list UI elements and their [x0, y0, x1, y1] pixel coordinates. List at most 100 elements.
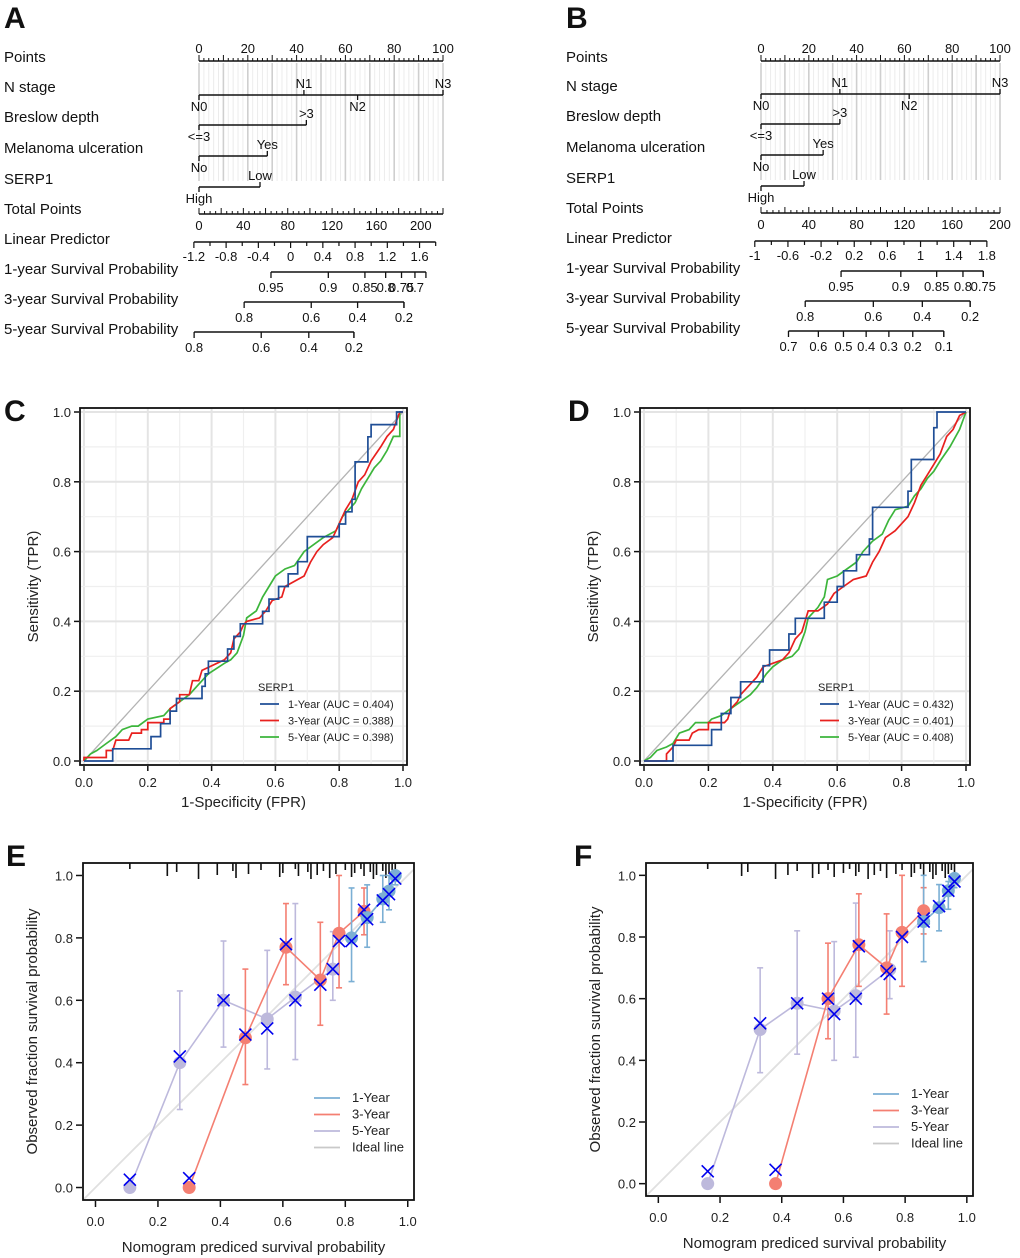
- calibration-plot-f: 0.0 0.2 0.4 0.6 0.8 1.0 0.0 0.2 0.4 0.6 0.8 1.0 Nomo…: [587, 862, 976, 1252]
- row-label: Breslow depth: [566, 108, 661, 125]
- calibration-point: [701, 1177, 715, 1191]
- factor-level-label: Yes: [257, 137, 279, 152]
- probability-tick-label: 0.2: [395, 310, 413, 325]
- x-tick-label: 0.0: [86, 1214, 104, 1229]
- probability-tick-label: 0.4: [349, 310, 367, 325]
- calibration-point: [852, 938, 866, 952]
- legend-label: 1-Year (AUC = 0.404): [288, 699, 394, 711]
- y-axis-title: Observed fraction survival probability: [24, 908, 41, 1154]
- row-label: Melanoma ulceration: [4, 140, 143, 157]
- legend-label: Ideal line: [911, 1136, 963, 1151]
- y-tick-label: 0.4: [613, 614, 631, 629]
- panel-label-e: E: [6, 840, 27, 873]
- x-tick-label: 0.6: [266, 775, 284, 790]
- calibration-point: [388, 868, 402, 882]
- probability-tick-label: 0.75: [971, 279, 996, 294]
- factor-level-label: High: [186, 191, 213, 206]
- legend-label: 5-Year: [911, 1119, 949, 1134]
- panel-label-c: C: [4, 395, 26, 428]
- row-label: Points: [4, 49, 46, 66]
- factor-level-label: N1: [296, 76, 313, 91]
- x-tick-label: 0.0: [635, 775, 653, 790]
- factor-level-label: N0: [753, 98, 770, 113]
- probability-tick-label: 0.95: [828, 279, 853, 294]
- bias-corrected-cross: [313, 978, 327, 992]
- row-label: Linear Predictor: [566, 230, 672, 247]
- probability-tick-label: 0.2: [904, 339, 922, 354]
- x-axis-title: Nomogram prediced survival probability: [122, 1239, 386, 1256]
- probability-tick-label: 0.7: [406, 280, 424, 295]
- calibration-line: [129, 968, 334, 1188]
- row-label: 5-year Survival Probability: [4, 321, 179, 338]
- linear-predictor-tick-label: -1.2: [183, 249, 205, 264]
- total-points-tick-label: 0: [757, 217, 764, 232]
- nomogram-b: Points 0 20 40 60 80 100 N stage N0 N1 N2 N3 Breslow…: [566, 41, 1011, 354]
- x-tick-label: 0.2: [139, 775, 157, 790]
- y-tick-label: 1.0: [613, 405, 631, 420]
- legend-label: 1-Year: [352, 1090, 390, 1105]
- y-tick-label: 0.6: [55, 993, 73, 1008]
- x-tick-label: 0.6: [834, 1210, 852, 1225]
- linear-predictor-tick-label: 0.2: [845, 248, 863, 263]
- legend-label: 1-Year: [911, 1086, 949, 1101]
- x-tick-label: 0.2: [711, 1210, 729, 1225]
- legend-label: 3-Year (AUC = 0.401): [848, 716, 954, 728]
- legend-label: 5-Year: [352, 1123, 390, 1138]
- x-tick-label: 1.0: [394, 775, 412, 790]
- bias-corrected-cross: [821, 992, 835, 1006]
- calibration-point: [932, 901, 946, 915]
- factor-level-label: Low: [792, 167, 816, 182]
- calibration-point: [332, 926, 346, 940]
- linear-predictor-tick-label: 1.2: [378, 249, 396, 264]
- row-label: Linear Predictor: [4, 231, 110, 248]
- roc-curve-3-year: [644, 411, 967, 762]
- panel-label-d: D: [568, 395, 590, 428]
- linear-predictor-tick-label: 0.6: [878, 248, 896, 263]
- probability-tick-label: 0.6: [864, 309, 882, 324]
- bias-corrected-cross: [123, 1173, 137, 1187]
- linear-predictor-tick-label: -0.2: [810, 248, 832, 263]
- row-label: SERP1: [566, 170, 615, 187]
- row-label: N stage: [4, 79, 56, 96]
- calibration-point: [123, 1181, 137, 1195]
- panel-label-f: F: [574, 840, 593, 873]
- factor-level-label: >3: [832, 105, 847, 120]
- legend-label: Ideal line: [352, 1140, 404, 1155]
- legend-label: 5-Year (AUC = 0.398): [288, 732, 394, 744]
- calibration-point: [173, 1056, 187, 1070]
- calibration-point: [313, 973, 327, 987]
- points-tick-label: 20: [241, 41, 255, 56]
- probability-tick-label: 0.8: [185, 340, 203, 355]
- bias-corrected-cross: [917, 915, 931, 929]
- factor-level-label: N2: [901, 98, 918, 113]
- roc-curve-5-year: [643, 411, 967, 762]
- probability-tick-label: 0.6: [252, 340, 270, 355]
- probability-tick-label: 0.8: [796, 309, 814, 324]
- points-tick-label: 80: [945, 41, 959, 56]
- y-axis-title: Observed fraction survival probability: [587, 906, 604, 1152]
- bias-corrected-cross: [753, 1016, 767, 1030]
- row-label: 5-year Survival Probability: [566, 320, 741, 337]
- linear-predictor-tick-label: -0.4: [247, 249, 269, 264]
- total-points-tick-label: 80: [849, 217, 863, 232]
- x-tick-label: 1.0: [958, 1210, 976, 1225]
- calibration-point: [880, 961, 894, 975]
- legend-label: 5-Year (AUC = 0.408): [848, 732, 954, 744]
- bias-corrected-cross: [849, 992, 863, 1006]
- x-tick-label: 0.6: [274, 1214, 292, 1229]
- linear-predictor-tick-label: -0.6: [777, 248, 799, 263]
- y-tick-label: 0.2: [53, 684, 71, 699]
- total-points-tick-label: 200: [410, 218, 432, 233]
- probability-tick-label: 0.6: [302, 310, 320, 325]
- nomogram-a: Points 0 20 40 60 80 100 N stage N0 N1 N2 N3 Breslow…: [4, 41, 454, 355]
- y-tick-label: 0.0: [53, 754, 71, 769]
- y-tick-label: 0.2: [613, 684, 631, 699]
- calibration-plot-e: 0.0 0.2 0.4 0.6 0.8 1.0 0.0 0.2 0.4 0.6 0.8 1.0 Nomo…: [24, 862, 417, 1256]
- probability-tick-label: 0.8: [377, 280, 395, 295]
- row-label: 1-year Survival Probability: [4, 261, 179, 278]
- plot-frame: [639, 407, 971, 766]
- linear-predictor-tick-label: 1.4: [945, 248, 963, 263]
- legend-label: 3-Year: [911, 1103, 949, 1118]
- x-tick-label: 0.8: [893, 775, 911, 790]
